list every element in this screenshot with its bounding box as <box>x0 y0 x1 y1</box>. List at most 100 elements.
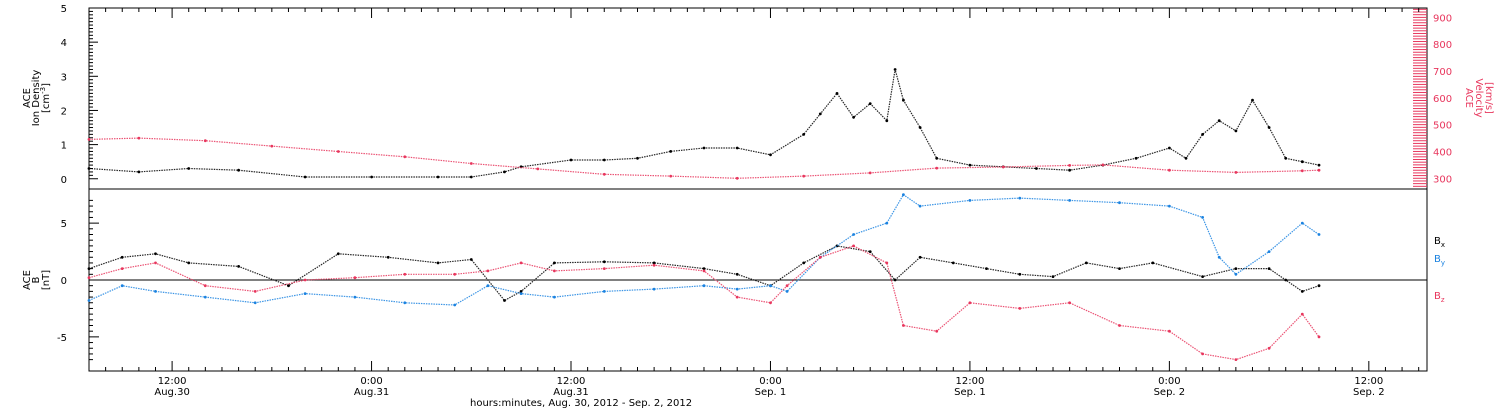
field-data-point <box>503 299 506 302</box>
density-tick-label: 2 <box>61 106 67 117</box>
field-data-point <box>553 295 556 299</box>
field-data-point <box>902 324 905 327</box>
field-data-point <box>1118 201 1121 205</box>
date-tick-label: Sep. 2 <box>1154 387 1186 398</box>
top-series <box>87 68 1321 180</box>
top-data-point <box>902 98 905 102</box>
field-data-point <box>336 252 340 256</box>
top-data-point <box>852 115 855 119</box>
top-data-point <box>469 162 473 165</box>
top-data-point <box>802 174 806 178</box>
top-data-point <box>1001 165 1005 169</box>
field-data-point <box>386 255 390 259</box>
top-data-point <box>868 102 872 105</box>
density-tick-label: 4 <box>61 38 67 49</box>
density-tick-label: 0 <box>61 175 67 186</box>
field-data-point <box>120 267 124 270</box>
time-tick-label: 0:00 <box>759 376 781 387</box>
field-data-point <box>1084 261 1088 265</box>
field-data-point <box>154 290 157 293</box>
field-data-point <box>287 284 290 288</box>
field-data-point <box>702 267 706 270</box>
field-data-point <box>154 252 157 256</box>
field-tick-label: 0 <box>61 276 67 287</box>
field-data-point <box>785 284 789 288</box>
top-data-point <box>1184 156 1188 160</box>
top-data-point <box>1168 146 1171 150</box>
top-data-point <box>1068 168 1071 172</box>
velocity-label-line2: Velocity <box>1473 78 1484 117</box>
field-data-point <box>652 261 656 265</box>
field-data-point <box>1068 301 1071 305</box>
field-data-point <box>818 255 822 259</box>
density-label-unit: [cm-3] <box>39 83 52 113</box>
field-data-point <box>968 199 972 202</box>
field-data-point <box>1018 307 1022 310</box>
field-data-point <box>436 261 440 265</box>
top-data-point <box>935 166 939 170</box>
top-data-point <box>885 119 889 123</box>
density-unit-close: ] <box>41 83 52 87</box>
field-data-point <box>1151 261 1155 265</box>
field-data-point <box>968 301 972 305</box>
field-data-point <box>1201 352 1204 356</box>
top-panel-frame <box>88 7 1428 190</box>
field-data-point <box>237 265 241 268</box>
field-data-point <box>1168 329 1171 333</box>
top-data-point <box>1035 167 1038 170</box>
velocity-label-line1: ACE <box>1463 88 1474 108</box>
field-tick-label: -5 <box>57 333 67 344</box>
field-data-point <box>1201 275 1204 278</box>
field-data-point <box>1234 272 1238 276</box>
date-tick-label: Sep. 2 <box>1353 387 1385 398</box>
velocity-tick-label: 600 <box>1433 94 1452 105</box>
legend-bx: Bx <box>1434 236 1445 249</box>
field-data-point <box>87 299 91 302</box>
field-data-point <box>1267 346 1271 350</box>
legend-by: By <box>1434 254 1445 267</box>
top-data-point <box>1300 169 1304 173</box>
field-data-point <box>453 272 457 276</box>
velocity-tick-label: 500 <box>1433 121 1452 132</box>
velocity-tick-label: 400 <box>1433 147 1452 158</box>
top-data-point <box>769 153 772 157</box>
field-data-point <box>1118 267 1121 270</box>
field-data-point <box>519 292 523 295</box>
top-data-point <box>87 138 91 141</box>
top-data-point <box>835 92 839 95</box>
top-data-point <box>137 136 141 140</box>
top-data-point <box>503 170 506 174</box>
field-data-point <box>1267 250 1271 254</box>
velocity-tick-label: 800 <box>1433 40 1452 51</box>
field-data-point <box>652 263 656 267</box>
time-tick-label: 0:00 <box>1158 376 1180 387</box>
date-tick-label: Aug.31 <box>553 387 588 398</box>
top-data-point <box>735 146 739 150</box>
top-data-point <box>1251 98 1254 102</box>
field-data-point <box>403 301 407 305</box>
top-data-point <box>1317 163 1321 167</box>
field-data-point <box>353 276 357 280</box>
time-tick-label: 12:00 <box>158 376 187 387</box>
field-data-point <box>519 290 523 293</box>
field-legend: Bx By Bz <box>1434 236 1445 304</box>
top-data-point <box>636 156 639 160</box>
field-data-point <box>1284 278 1288 282</box>
field-tick-label: 5 <box>61 219 67 230</box>
field-data-point <box>1234 358 1238 361</box>
time-tick-label: 12:00 <box>1354 376 1383 387</box>
date-tick-label: Sep. 1 <box>755 387 787 398</box>
field-data-point <box>785 290 789 293</box>
field-data-point <box>187 261 191 265</box>
top-series-trace <box>88 137 1320 179</box>
top-data-point <box>868 171 872 175</box>
top-data-point <box>602 172 606 176</box>
field-data-point <box>1118 324 1121 327</box>
top-data-point <box>893 68 897 71</box>
bottom-series <box>87 193 1321 361</box>
field-data-point <box>553 269 556 273</box>
date-tick-label: Aug.31 <box>354 387 389 398</box>
top-data-point <box>802 133 806 136</box>
field-data-point <box>453 303 457 307</box>
